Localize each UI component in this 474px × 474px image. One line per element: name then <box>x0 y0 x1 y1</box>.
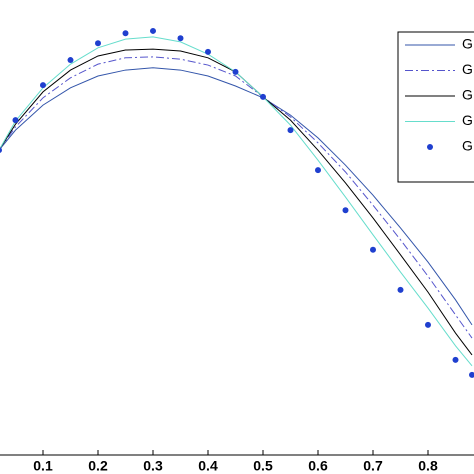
data-point <box>150 27 156 34</box>
x-tick-label: 0.3 <box>143 458 163 474</box>
data-point <box>205 48 211 55</box>
x-tick-label: 0.8 <box>418 458 438 474</box>
data-point <box>425 321 431 328</box>
legend-label: G <box>462 87 473 103</box>
x-tick-label: 0.7 <box>363 458 383 474</box>
data-point <box>397 286 404 293</box>
legend-label: G <box>462 36 473 52</box>
legend-label: G <box>462 61 473 77</box>
data-point <box>40 82 46 89</box>
data-point <box>287 127 294 134</box>
legend-label: G <box>462 112 473 128</box>
x-tick-label: 0.4 <box>198 458 218 474</box>
data-point <box>315 167 321 174</box>
data-point <box>469 371 474 378</box>
x-tick-label: 0.5 <box>253 458 273 474</box>
data-point <box>177 35 184 42</box>
data-point <box>122 30 129 37</box>
data-point <box>260 93 266 100</box>
data-point <box>0 147 2 153</box>
data-point <box>452 356 459 363</box>
data-point <box>67 57 74 64</box>
x-tick-label: 0.6 <box>308 458 328 474</box>
legend-box <box>397 31 474 183</box>
legend-swatch <box>427 144 433 150</box>
data-point <box>12 117 19 124</box>
x-ticks: 0.1 0.2 0.3 0.4 0.5 0.6 0.7 0.8 <box>33 450 438 474</box>
x-tick-label: 0.1 <box>33 458 53 474</box>
series-line <box>0 56 473 339</box>
data-point <box>232 68 239 75</box>
data-point <box>370 246 376 253</box>
x-tick-label: 0.2 <box>88 458 108 474</box>
data-point <box>342 207 349 214</box>
legend-label: G <box>462 138 473 154</box>
data-point <box>95 40 101 47</box>
series-line <box>0 67 473 326</box>
